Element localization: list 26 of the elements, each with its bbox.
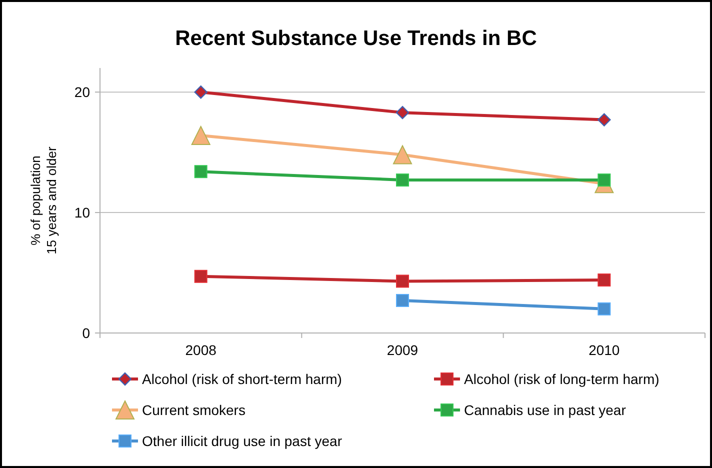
y-tick-label: 0	[82, 324, 90, 341]
y-tick-label: 20	[74, 84, 90, 100]
point	[396, 274, 409, 288]
point	[191, 126, 210, 145]
point	[598, 302, 611, 316]
point	[598, 174, 611, 187]
legend-label: Alcohol (risk of long-term harm)	[464, 370, 660, 387]
point	[396, 106, 410, 120]
legend-label: Current smokers	[142, 402, 246, 418]
point	[396, 174, 409, 187]
point	[194, 85, 208, 99]
point	[194, 270, 208, 283]
x-tick-label: 2010	[588, 342, 620, 358]
legend-label: Cannabis use in past year	[464, 402, 626, 418]
point	[598, 274, 611, 286]
x-tick-label: 2008	[185, 342, 217, 358]
point	[393, 145, 412, 164]
point	[598, 113, 611, 126]
legend-label: Other illicit drug use in past year	[142, 432, 342, 449]
y-axis-title: % of population 15 years and older	[28, 146, 59, 254]
y-tick-label: 10	[74, 204, 90, 220]
point	[396, 294, 409, 307]
legend-label: Alcohol (risk of short-term harm)	[142, 370, 342, 387]
x-tick-label: 2009	[386, 342, 418, 358]
point	[194, 165, 208, 178]
chart-title: Recent Substance Use Trends in BC	[175, 27, 537, 50]
